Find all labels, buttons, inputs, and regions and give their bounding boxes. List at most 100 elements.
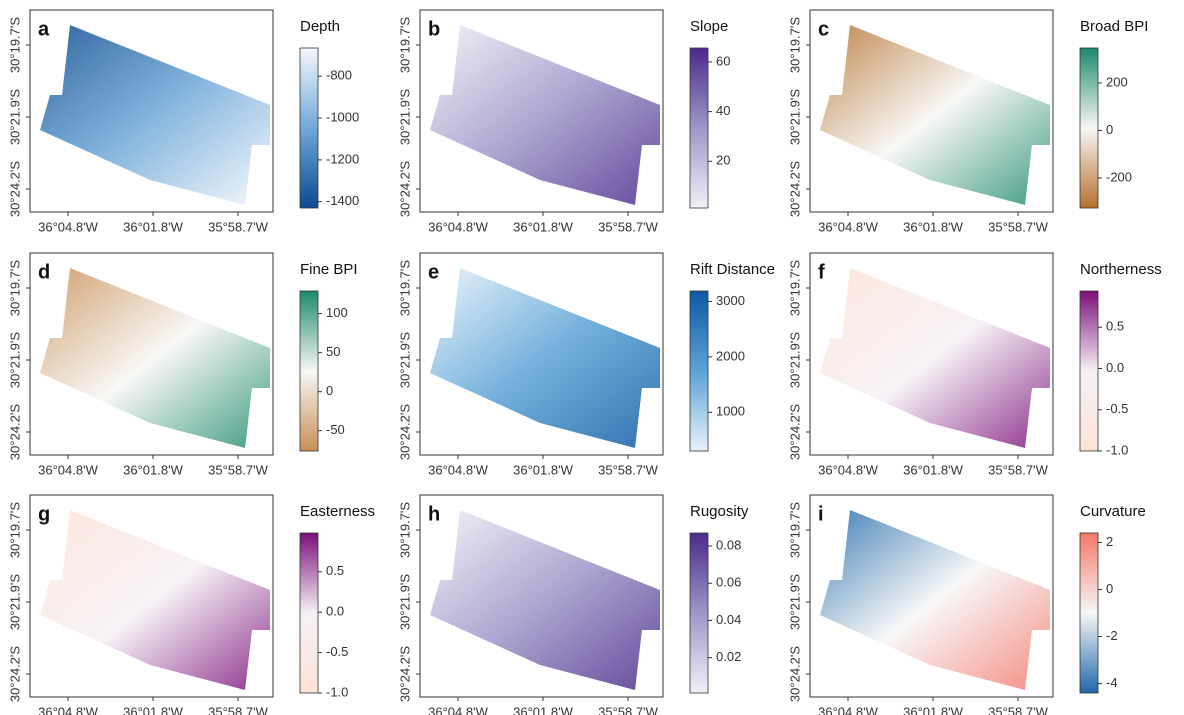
- x-tick-label: 36°04.8'W: [818, 219, 878, 234]
- colorbar-tick-label: 0.08: [716, 537, 741, 552]
- colorbar: [1080, 533, 1098, 693]
- colorbar-title: Curvature: [1080, 503, 1146, 520]
- y-tick-label: 30°24.2'S: [7, 161, 22, 217]
- y-tick-label: 30°24.2'S: [7, 404, 22, 460]
- x-tick-label: 36°01.8'W: [123, 704, 183, 715]
- y-tick-label: 30°19.7'S: [787, 260, 802, 316]
- x-tick-label: 36°01.8'W: [513, 462, 573, 477]
- colorbar: [690, 291, 708, 451]
- y-tick-label: 30°21.9'S: [397, 332, 412, 388]
- panel-letter: h: [428, 503, 440, 525]
- colorbar-tick-label: 0: [1106, 581, 1113, 596]
- colorbar-tick-label: 50: [326, 344, 340, 359]
- y-tick-label: 30°24.2'S: [397, 646, 412, 702]
- colorbar-title: Rugosity: [690, 503, 749, 520]
- colorbar-tick-label: -0.5: [1106, 401, 1128, 416]
- colorbar-tick-label: -4: [1106, 675, 1118, 690]
- colorbar-tick-label: -800: [326, 68, 352, 83]
- x-tick-label: 36°01.8'W: [513, 219, 573, 234]
- colorbar: [300, 533, 318, 693]
- colorbar-title: Easterness: [300, 503, 375, 520]
- figure: a 36°04.8'W 36°01.8'W 35°58.7'W 30°19.7'S 30°…: [0, 0, 1184, 715]
- x-tick-label: 35°58.7'W: [598, 462, 658, 477]
- colorbar-tick-label: 0.0: [1106, 360, 1124, 375]
- y-tick-label: 30°21.9'S: [787, 89, 802, 145]
- colorbar-tick-label: -1200: [326, 151, 359, 166]
- x-tick-label: 35°58.7'W: [208, 462, 268, 477]
- y-tick-label: 30°24.2'S: [787, 404, 802, 460]
- y-tick-label: 30°24.2'S: [7, 646, 22, 702]
- y-tick-label: 30°21.9'S: [397, 574, 412, 630]
- colorbar-tick-label: -2: [1106, 628, 1118, 643]
- colorbar-title: Fine BPI: [300, 261, 358, 278]
- colorbar-title: Rift Distance: [690, 261, 775, 278]
- colorbar: [300, 48, 318, 208]
- panel-letter: e: [428, 261, 439, 283]
- colorbar-tick-label: -200: [1106, 169, 1132, 184]
- colorbar-title: Northerness: [1080, 261, 1162, 278]
- x-tick-label: 36°04.8'W: [818, 462, 878, 477]
- colorbar: [690, 533, 708, 693]
- x-tick-label: 36°01.8'W: [903, 704, 963, 715]
- colorbar-tick-label: 0.04: [716, 612, 741, 627]
- x-tick-label: 36°04.8'W: [428, 219, 488, 234]
- colorbar-tick-label: -1.0: [1106, 442, 1128, 457]
- colorbar-tick-label: -1400: [326, 193, 359, 208]
- y-tick-label: 30°19.7'S: [397, 17, 412, 73]
- x-tick-label: 36°04.8'W: [428, 462, 488, 477]
- y-tick-label: 30°19.7'S: [787, 17, 802, 73]
- y-tick-label: 30°24.2'S: [787, 646, 802, 702]
- y-tick-label: 30°19.7'S: [787, 502, 802, 558]
- colorbar-tick-label: 0.5: [326, 563, 344, 578]
- x-tick-label: 36°04.8'W: [38, 462, 98, 477]
- x-tick-label: 35°58.7'W: [988, 462, 1048, 477]
- panel-letter: g: [38, 503, 50, 525]
- x-tick-label: 36°01.8'W: [513, 704, 573, 715]
- colorbar-tick-label: 20: [716, 153, 730, 168]
- panel-letter: a: [38, 18, 50, 40]
- panel-letter: i: [818, 503, 824, 525]
- x-tick-label: 36°04.8'W: [38, 704, 98, 715]
- colorbar-tick-label: -1.0: [326, 684, 348, 699]
- y-tick-label: 30°19.7'S: [397, 260, 412, 316]
- colorbar-tick-label: 200: [1106, 74, 1128, 89]
- y-tick-label: 30°19.7'S: [7, 502, 22, 558]
- colorbar: [300, 291, 318, 451]
- colorbar-tick-label: 0.5: [1106, 319, 1124, 334]
- colorbar-title: Slope: [690, 18, 728, 35]
- colorbar-tick-label: 60: [716, 53, 730, 68]
- colorbar-tick-label: -50: [326, 422, 345, 437]
- colorbar-tick-label: 1000: [716, 404, 745, 419]
- panel-letter: d: [38, 261, 50, 283]
- colorbar-tick-label: 0: [1106, 122, 1113, 137]
- y-tick-label: 30°21.9'S: [7, 89, 22, 145]
- panel-letter: c: [818, 18, 829, 40]
- colorbar: [1080, 291, 1098, 451]
- y-tick-label: 30°19.7'S: [7, 260, 22, 316]
- colorbar-tick-label: 100: [326, 305, 348, 320]
- colorbar: [1080, 48, 1098, 208]
- x-tick-label: 36°01.8'W: [903, 219, 963, 234]
- colorbar-tick-label: 2000: [716, 348, 745, 363]
- x-tick-label: 36°04.8'W: [428, 704, 488, 715]
- x-tick-label: 35°58.7'W: [988, 219, 1048, 234]
- y-tick-label: 30°24.2'S: [787, 161, 802, 217]
- colorbar-tick-label: 40: [716, 103, 730, 118]
- panel-letter: b: [428, 18, 440, 40]
- x-tick-label: 35°58.7'W: [598, 704, 658, 715]
- y-tick-label: 30°19.7'S: [397, 502, 412, 558]
- x-tick-label: 35°58.7'W: [988, 704, 1048, 715]
- x-tick-label: 35°58.7'W: [598, 219, 658, 234]
- y-tick-label: 30°24.2'S: [397, 404, 412, 460]
- colorbar-tick-label: -0.5: [326, 644, 348, 659]
- colorbar-tick-label: 3000: [716, 293, 745, 308]
- colorbar-tick-label: -1000: [326, 110, 359, 125]
- y-tick-label: 30°21.9'S: [7, 574, 22, 630]
- panel-letter: f: [818, 261, 825, 283]
- colorbar-tick-label: 0.02: [716, 649, 741, 664]
- y-tick-label: 30°19.7'S: [7, 17, 22, 73]
- x-tick-label: 35°58.7'W: [208, 704, 268, 715]
- x-tick-label: 36°04.8'W: [818, 704, 878, 715]
- y-tick-label: 30°24.2'S: [397, 161, 412, 217]
- y-tick-label: 30°21.9'S: [7, 332, 22, 388]
